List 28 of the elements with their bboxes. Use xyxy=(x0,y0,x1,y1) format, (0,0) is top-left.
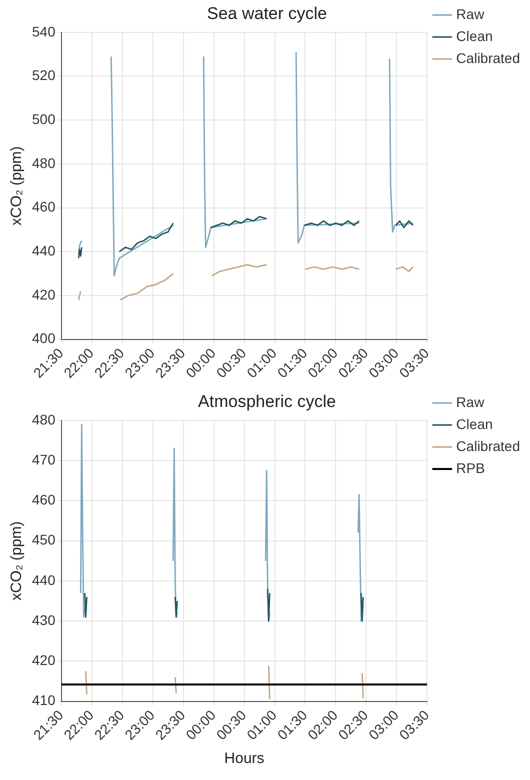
x-axis-title: Hours xyxy=(224,750,264,768)
y-tick-label: 400 xyxy=(32,330,56,346)
y-tick-label: 540 xyxy=(32,23,56,40)
legend-label: Calibrated xyxy=(456,50,520,66)
legend-label: RPB xyxy=(456,460,485,476)
y-tick-label: 460 xyxy=(32,198,56,215)
y-tick-label: 520 xyxy=(32,67,56,84)
y-tick-label: 480 xyxy=(32,154,56,171)
y-tick-label: 460 xyxy=(32,492,56,508)
chart-title: Atmospheric cycle xyxy=(198,392,336,411)
y-tick-label: 440 xyxy=(32,572,56,588)
chart-title: Sea water cycle xyxy=(207,4,327,23)
legend-label: Raw xyxy=(456,6,486,22)
legend-label: Raw xyxy=(456,394,486,410)
y-tick-label: 480 xyxy=(32,411,56,428)
y-axis-title: xCO₂ (ppm) xyxy=(8,521,26,600)
y-tick-label: 470 xyxy=(32,451,56,468)
legend-label: Clean xyxy=(456,28,493,44)
legend-label: Calibrated xyxy=(456,438,520,454)
y-tick-label: 420 xyxy=(32,652,56,668)
y-tick-label: 420 xyxy=(32,286,56,302)
legend-label: Clean xyxy=(456,416,493,432)
y-tick-label: 450 xyxy=(32,532,56,548)
y-tick-label: 410 xyxy=(32,692,56,708)
y-axis-title: xCO₂ (ppm) xyxy=(8,146,26,226)
y-tick-label: 430 xyxy=(32,612,56,628)
y-tick-label: 440 xyxy=(32,242,56,259)
y-tick-label: 500 xyxy=(32,110,56,127)
